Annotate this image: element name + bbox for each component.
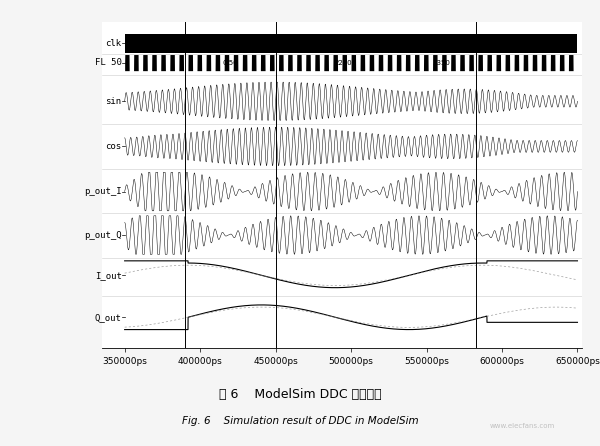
Text: p_out_I: p_out_I — [84, 187, 122, 196]
Text: Fig. 6    Simulation result of DDC in ModelSim: Fig. 6 Simulation result of DDC in Model… — [182, 417, 418, 426]
Text: www.elecfans.com: www.elecfans.com — [490, 423, 554, 429]
Text: sin: sin — [106, 97, 122, 106]
Text: cos: cos — [106, 142, 122, 151]
Text: FL 50: FL 50 — [95, 58, 122, 67]
Text: I_out: I_out — [95, 271, 122, 280]
Text: 图 6    ModelSim DDC 仿真结果: 图 6 ModelSim DDC 仿真结果 — [218, 388, 382, 401]
Text: 2250: 2250 — [335, 60, 352, 66]
Bar — [125, 33, 577, 53]
Text: 0.50: 0.50 — [223, 60, 238, 66]
Text: 3350: 3350 — [433, 60, 451, 66]
Text: clk: clk — [106, 39, 122, 48]
Text: p_out_Q: p_out_Q — [84, 231, 122, 240]
Text: Q_out: Q_out — [95, 313, 122, 322]
